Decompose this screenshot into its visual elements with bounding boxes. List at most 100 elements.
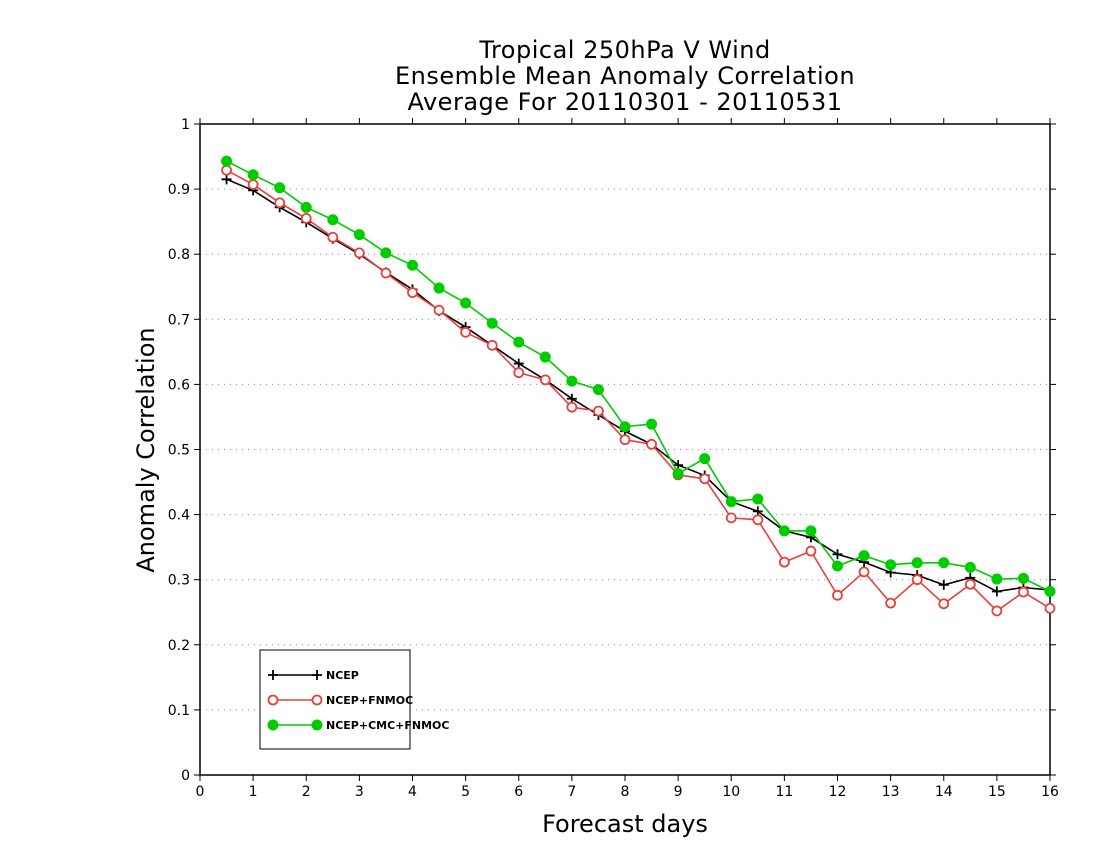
y-tick-label: 0.2 — [168, 638, 190, 654]
legend-marker — [267, 719, 279, 731]
x-tick-label: 4 — [408, 784, 417, 800]
series-1-point — [938, 598, 950, 610]
legend-marker — [311, 719, 323, 731]
series-1-point — [911, 574, 923, 586]
series-1-point — [832, 589, 843, 601]
series-2-point — [699, 453, 711, 465]
x-tick-label: 1 — [249, 784, 258, 800]
series-1-point — [486, 339, 498, 351]
series-2-point — [300, 201, 312, 213]
y-tick-label: 0.5 — [168, 443, 190, 459]
legend-label: NCEP — [326, 669, 359, 682]
y-tick-label: 0.7 — [168, 312, 190, 328]
series-0-point — [832, 549, 843, 560]
legend-marker — [312, 670, 322, 680]
x-tick-label: 7 — [567, 784, 576, 800]
x-tick-label: 16 — [1041, 784, 1059, 800]
series-2-point — [407, 259, 418, 271]
series-0-point — [221, 174, 232, 185]
series-1-point — [1018, 586, 1029, 598]
series-2-point — [353, 229, 365, 241]
series-2-point — [513, 336, 525, 348]
series-2-point — [646, 418, 658, 430]
x-tick-label: 9 — [674, 784, 683, 800]
series-2-point — [752, 493, 764, 505]
series-2-point — [327, 214, 339, 226]
series-1-point — [513, 367, 525, 379]
chart-title-line-2: Ensemble Mean Anomaly Correlation — [394, 62, 856, 90]
x-tick-label: 10 — [722, 784, 740, 800]
y-axis-label: Anomaly Correlation — [132, 327, 160, 573]
series-2-point — [938, 557, 950, 569]
series-1-point — [964, 578, 976, 590]
series-2-point — [885, 559, 897, 571]
x-axis-label: Forecast days — [542, 810, 708, 838]
x-tick-label: 6 — [514, 784, 523, 800]
x-tick-label: 3 — [355, 784, 364, 800]
series-2-point — [619, 421, 631, 433]
series-1-point — [619, 434, 631, 446]
y-tick-label: 0.9 — [168, 182, 190, 198]
series-1-point — [221, 164, 232, 176]
series-2-point — [274, 182, 286, 194]
series-1-point — [885, 597, 897, 609]
series-2-point — [911, 557, 923, 569]
x-tick-label: 12 — [829, 784, 847, 800]
series-1-point — [725, 512, 737, 524]
legend-label: NCEP+CMC+FNMOC — [326, 719, 449, 732]
series-2-point — [964, 561, 976, 573]
series-2-point — [1017, 572, 1029, 584]
series-1-point — [539, 374, 551, 386]
y-tick-label: 0.1 — [168, 703, 190, 719]
x-tick-label: 15 — [988, 784, 1006, 800]
y-tick-label: 0.4 — [168, 508, 190, 524]
series-1-point — [858, 566, 870, 578]
series-0-point — [513, 358, 524, 369]
series-1-point — [805, 545, 817, 557]
series-2-point — [539, 351, 551, 363]
x-tick-label: 14 — [935, 784, 953, 800]
legend-marker — [311, 694, 323, 706]
y-tick-label: 0.6 — [168, 377, 190, 393]
legend-marker — [267, 694, 279, 706]
series-1-point — [593, 405, 604, 417]
series-0-point — [938, 579, 949, 590]
x-tick-label: 0 — [196, 784, 205, 800]
series-2-point — [832, 560, 843, 572]
series-0-point — [991, 586, 1002, 597]
series-1-point — [460, 326, 472, 338]
series-1-point — [433, 304, 445, 316]
x-tick-label: 13 — [882, 784, 900, 800]
series-2-point — [778, 525, 790, 537]
series-1-point — [566, 401, 578, 413]
series-2-point — [858, 550, 870, 562]
series-2-point — [592, 384, 604, 396]
chart-title-line-1: Tropical 250hPa V Wind — [479, 36, 771, 64]
series-2-point — [991, 573, 1003, 585]
y-tick-label: 0.3 — [168, 573, 190, 589]
series-1-point — [752, 514, 764, 526]
series-1-point — [327, 231, 339, 243]
y-tick-label: 0 — [181, 768, 190, 784]
series-1-point — [353, 247, 365, 259]
series-1-point — [699, 473, 711, 485]
x-tick-label: 11 — [775, 784, 793, 800]
series-1-point — [380, 267, 392, 279]
legend-marker — [268, 670, 278, 680]
series-2-point — [486, 317, 498, 329]
series-2-point — [460, 297, 472, 309]
y-tick-label: 0.8 — [168, 247, 190, 263]
series-1-point — [274, 197, 286, 209]
series-1-point — [247, 179, 259, 190]
series-1-point — [300, 212, 312, 224]
x-tick-label: 8 — [621, 784, 630, 800]
series-1-point — [778, 556, 790, 568]
x-tick-label: 2 — [302, 784, 311, 800]
series-2-point — [247, 169, 259, 181]
series-line-2 — [226, 160, 1051, 593]
series-2-point — [672, 468, 684, 480]
chart-title-line-3: Average For 20110301 - 20110531 — [407, 88, 843, 116]
series-1-point — [991, 605, 1003, 617]
series-2-point — [566, 375, 578, 387]
